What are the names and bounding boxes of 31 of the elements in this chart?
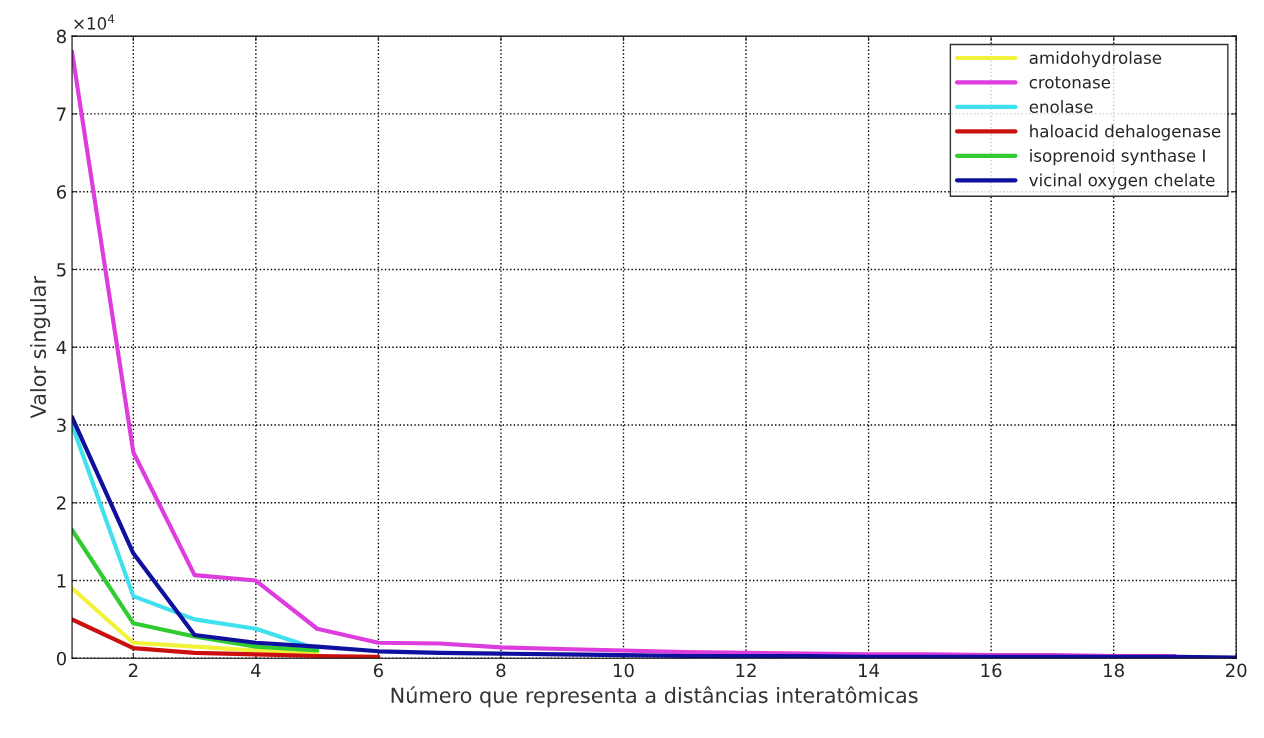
y-tick-label: 3 xyxy=(57,418,66,433)
y-tick-label: 1 xyxy=(57,574,66,588)
y-tick-label: 8 xyxy=(56,29,66,44)
line-series xyxy=(72,527,320,653)
x-tick-label: 6 xyxy=(373,663,384,678)
x-tick-label: 16 xyxy=(981,663,1002,678)
x-tick-label: 18 xyxy=(1104,663,1124,678)
x-tick-label: 14 xyxy=(859,663,880,677)
x-tick-label: 20 xyxy=(1226,663,1247,678)
x-axis-title: Número que representa a distâncias interatômicas xyxy=(391,686,918,708)
x-tick-label: 2 xyxy=(128,663,138,677)
line-series xyxy=(72,586,320,655)
legend-label: enolase xyxy=(1029,100,1093,113)
y-tick-label: 2 xyxy=(57,496,66,510)
legend-label: haloacid dehalogenase xyxy=(1030,124,1221,141)
x-tick-label: 4 xyxy=(251,663,261,677)
legend-label: vicinal oxygen chelate xyxy=(1029,173,1215,190)
line-series xyxy=(72,617,381,659)
x-tick-label: 10 xyxy=(613,663,634,678)
legend-label: amidohydrolase xyxy=(1029,51,1162,68)
text: ×10$^{4}$ xyxy=(74,14,115,30)
legend-label: crotonase xyxy=(1029,76,1111,89)
x-tick-label: 8 xyxy=(496,663,506,678)
y-tick-label: 5 xyxy=(57,263,66,277)
y-tick-label: 7 xyxy=(57,107,66,121)
y-tick-label: 4 xyxy=(56,340,67,355)
y-tick-label: 6 xyxy=(56,185,67,199)
y-tick-label: 0 xyxy=(56,651,66,666)
y-axis-title: Valor singular xyxy=(29,275,51,419)
x-tick-label: 12 xyxy=(736,663,756,677)
legend-label: isoprenoid synthase I xyxy=(1030,149,1205,166)
